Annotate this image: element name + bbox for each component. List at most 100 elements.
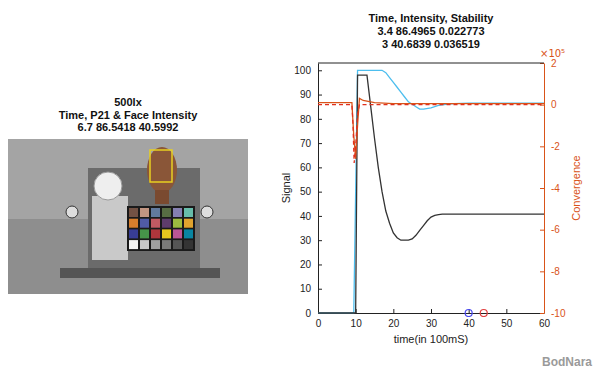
tick-mark bbox=[540, 188, 544, 189]
tick-mark bbox=[318, 264, 322, 265]
color-patch bbox=[129, 219, 138, 228]
tick: 40 bbox=[464, 309, 476, 329]
image-panel: 500lxTime, P21 & Face Intensity6.7 86.54… bbox=[8, 96, 248, 294]
tick-label: -10 bbox=[551, 308, 566, 319]
tick: 70 bbox=[300, 138, 322, 149]
color-patch bbox=[151, 219, 160, 228]
line bbox=[318, 105, 544, 163]
tick: 30 bbox=[300, 235, 322, 246]
tick-mark bbox=[540, 271, 544, 272]
x-axis: 0102030405060 bbox=[316, 309, 551, 329]
tick-label: 20 bbox=[300, 259, 312, 270]
tick-mark bbox=[540, 230, 544, 231]
panel-caption: 6.7 86.5418 40.5992 bbox=[78, 121, 179, 133]
color-patch bbox=[129, 208, 138, 217]
tick-label: 60 bbox=[300, 162, 312, 173]
color-patch bbox=[151, 229, 160, 238]
tick-label: -6 bbox=[551, 224, 560, 235]
lamp bbox=[66, 206, 78, 218]
photo-background bbox=[8, 139, 248, 294]
canvas: 500lxTime, P21 & Face Intensity6.7 86.54… bbox=[0, 0, 600, 373]
tick-label: 10 bbox=[351, 318, 363, 329]
tick: -10 bbox=[540, 308, 566, 319]
tick: 10 bbox=[300, 283, 322, 294]
color-patch bbox=[129, 229, 138, 238]
y-axis-title: Signal bbox=[280, 173, 292, 204]
chart: Time, Intensity, Stability3.4 86.4965 0.… bbox=[280, 12, 582, 345]
y2-axis: 2 0 -2 -4 -6 -8 -10 bbox=[540, 58, 566, 319]
tick-mark bbox=[431, 309, 432, 313]
tick-label: 2 bbox=[551, 58, 557, 69]
color-patch bbox=[173, 219, 182, 228]
watermark: BodNara bbox=[542, 355, 592, 369]
color-patch bbox=[184, 208, 193, 217]
tick-mark bbox=[540, 146, 544, 147]
lamp bbox=[201, 206, 213, 218]
dial bbox=[94, 172, 122, 200]
color-patch bbox=[140, 208, 149, 217]
line bbox=[318, 75, 544, 313]
tick-mark bbox=[393, 309, 394, 313]
tick-label: 50 bbox=[501, 318, 513, 329]
color-patch bbox=[140, 219, 149, 228]
tick-label: 40 bbox=[464, 318, 476, 329]
color-patch bbox=[162, 229, 171, 238]
board bbox=[92, 196, 128, 260]
tick-label: 90 bbox=[300, 89, 312, 100]
tick: 60 bbox=[300, 162, 322, 173]
tick-label: 30 bbox=[426, 318, 438, 329]
tick: 40 bbox=[300, 211, 322, 222]
color-patch bbox=[173, 208, 182, 217]
tick-label: 10 bbox=[300, 283, 312, 294]
photo bbox=[8, 139, 248, 294]
tick: 90 bbox=[300, 89, 322, 100]
color-patch bbox=[162, 219, 171, 228]
tick: 20 bbox=[300, 259, 322, 270]
tick-mark bbox=[318, 240, 322, 241]
frame-top bbox=[318, 63, 544, 64]
tick-mark bbox=[318, 95, 322, 96]
chart-subtitle: 3.4 86.4965 0.022773 bbox=[377, 25, 484, 37]
color-patch bbox=[151, 240, 160, 249]
tick: 20 bbox=[388, 309, 400, 329]
tick-label: -2 bbox=[551, 141, 560, 152]
tick-label: 30 bbox=[300, 235, 312, 246]
tick: 50 bbox=[300, 186, 322, 197]
tick-mark bbox=[318, 143, 322, 144]
tick: -4 bbox=[540, 183, 560, 194]
tick-label: 80 bbox=[300, 114, 312, 125]
plot-area bbox=[318, 70, 544, 316]
axis-line bbox=[318, 64, 319, 314]
color-patch bbox=[140, 229, 149, 238]
color-patch bbox=[173, 229, 182, 238]
tick-mark bbox=[318, 119, 322, 120]
tick-mark bbox=[318, 192, 322, 193]
color-patch bbox=[173, 240, 182, 249]
neck bbox=[155, 190, 169, 204]
tick: 0 bbox=[540, 99, 557, 110]
color-patch bbox=[162, 208, 171, 217]
stand bbox=[88, 168, 200, 268]
color-patch bbox=[184, 219, 193, 228]
tick-label: 70 bbox=[300, 138, 312, 149]
point bbox=[480, 310, 487, 317]
tick-label: -4 bbox=[551, 183, 560, 194]
tick-mark bbox=[540, 313, 544, 314]
color-patch bbox=[140, 240, 149, 249]
tick-label: 0 bbox=[305, 308, 311, 319]
tick: 80 bbox=[300, 114, 322, 125]
chart-subtitle: 3 40.6839 0.036519 bbox=[382, 38, 480, 50]
panel-caption: Time, P21 & Face Intensity bbox=[59, 109, 198, 121]
color-checker-frame bbox=[127, 206, 195, 251]
tick-label: 40 bbox=[300, 211, 312, 222]
tick-label: -8 bbox=[551, 266, 560, 277]
tick-label: 50 bbox=[300, 186, 312, 197]
tick: 50 bbox=[501, 309, 513, 329]
color-patch bbox=[184, 240, 193, 249]
tick-mark bbox=[318, 216, 322, 217]
face-box bbox=[150, 150, 172, 182]
y-axis: 0102030405060708090100 bbox=[294, 64, 322, 319]
tick-label: 0 bbox=[316, 318, 322, 329]
color-patch bbox=[162, 240, 171, 249]
axis-exponent: ×10⁵ bbox=[540, 48, 565, 59]
